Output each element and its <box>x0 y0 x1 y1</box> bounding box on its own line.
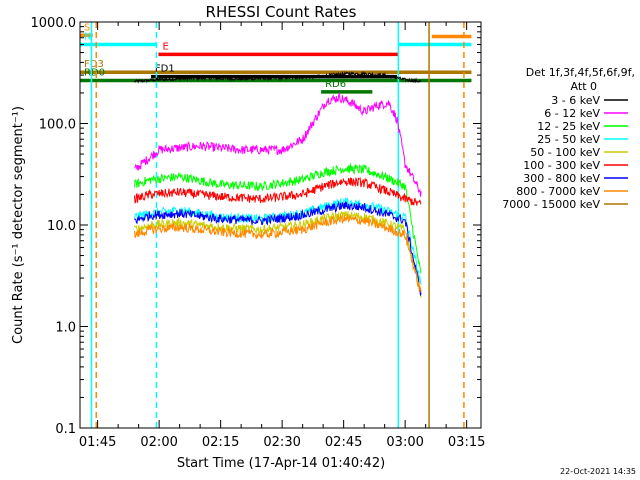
x-tick-label: 03:00 <box>386 435 423 450</box>
legend-header-line: Att 0 <box>571 80 597 93</box>
flag-label: E <box>162 41 168 52</box>
x-tick-label: 01:45 <box>79 435 116 450</box>
x-tick-label: 02:15 <box>202 435 239 450</box>
series-line <box>134 70 422 84</box>
generated-date: 22-Oct-2021 14:35 <box>560 467 636 476</box>
y-tick-label: 1.0 <box>55 321 76 336</box>
axes: 0.1 1.0 10.0 100.0 1000.0 01:45 02:00 02:15 02:3… <box>31 16 486 450</box>
x-tick-label: 02:45 <box>325 435 362 450</box>
legend-label: 100 - 300 keV <box>523 159 600 172</box>
x-tick-label: 02:30 <box>263 435 300 450</box>
legend-label: 800 - 7000 keV <box>516 185 600 198</box>
series-line <box>134 213 422 293</box>
legend-label: 3 - 6 keV <box>551 94 600 107</box>
flag-label: FD1 <box>155 64 175 75</box>
x-tick-label: 03:15 <box>448 435 485 450</box>
legend-label: 12 - 25 keV <box>537 120 600 133</box>
legend-label: 50 - 100 keV <box>530 146 600 159</box>
flag-label: FD3 <box>84 59 104 70</box>
x-tick-label: 02:00 <box>140 435 177 450</box>
series-line <box>134 92 422 197</box>
chart-title: RHESSI Count Rates <box>206 3 357 21</box>
flag-label: N <box>84 32 91 43</box>
y-tick-label: 1000.0 <box>31 16 77 31</box>
y-tick-label: 100.0 <box>39 118 76 133</box>
data-series <box>134 70 422 298</box>
series-line <box>134 162 422 274</box>
legend-header-line: Det 1f,3f,4f,5f,6f,9f, <box>526 66 635 79</box>
flag-label: RD0 <box>84 68 105 79</box>
legend-label: 25 - 50 keV <box>537 133 600 146</box>
series-line <box>134 200 422 296</box>
flag-label: RD6 <box>325 79 346 90</box>
legend-label: 7000 - 15000 keV <box>502 198 600 211</box>
legend-label: 300 - 800 keV <box>523 172 600 185</box>
y-tick-label: 0.1 <box>55 422 76 437</box>
series-line <box>134 211 422 298</box>
legend-label: 6 - 12 keV <box>544 107 600 120</box>
series-line <box>134 177 422 206</box>
legend: Det 1f,3f,4f,5f,6f,9f, Att 0 3 - 6 keV6 … <box>502 66 635 211</box>
flag-label: S <box>84 22 90 33</box>
x-axis-label: Start Time (17-Apr-14 01:40:42) <box>177 456 385 471</box>
y-tick-label: 10.0 <box>47 219 76 234</box>
y-axis-label: Count Rate (s⁻¹ detector segment⁻¹) <box>11 106 26 344</box>
